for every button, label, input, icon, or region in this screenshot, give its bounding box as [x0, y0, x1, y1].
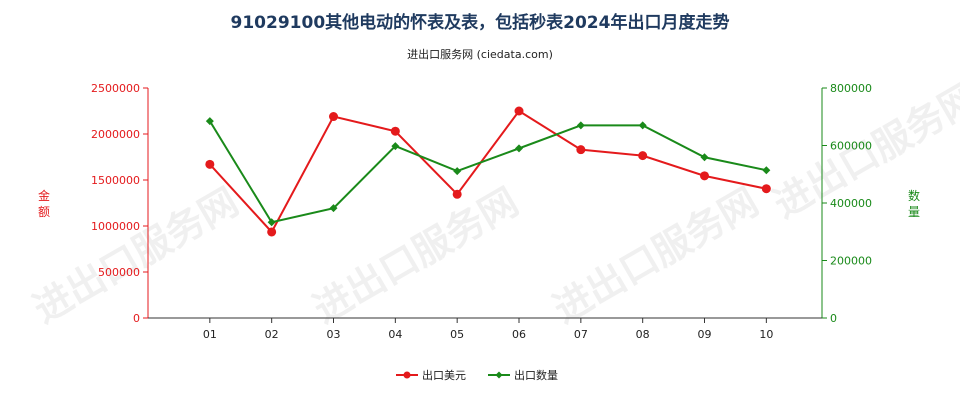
- x-axis-tick-label: 03: [327, 328, 341, 341]
- x-axis-tick-label: 02: [265, 328, 279, 341]
- series-point-right: [391, 142, 400, 151]
- x-axis-tick-label: 08: [636, 328, 650, 341]
- series-point-left: [514, 106, 524, 116]
- chart-title: 91029100其他电动的怀表及表，包括秒表2024年出口月度走势: [230, 13, 730, 33]
- x-axis-tick-label: 07: [574, 328, 588, 341]
- legend-label: 出口数量: [514, 368, 558, 382]
- chart-subtitle: 进出口服务网 (ciedata.com): [407, 48, 553, 61]
- series-point-right: [638, 121, 647, 130]
- axes: 05000001000000150000020000002500000金额020…: [38, 82, 920, 341]
- right-axis-tick-label: 200000: [830, 255, 872, 268]
- series-point-left: [267, 227, 277, 237]
- left-axis-label-char: 额: [38, 205, 50, 219]
- right-axis-tick-label: 600000: [830, 140, 872, 153]
- left-axis-tick-label: 2000000: [91, 128, 140, 141]
- series-point-right: [700, 153, 709, 162]
- series-point-left: [205, 159, 215, 169]
- series-point-right: [267, 218, 276, 227]
- left-axis-tick-label: 500000: [98, 266, 140, 279]
- legend: 出口美元 出口数量: [396, 368, 558, 382]
- series-layer: [205, 106, 771, 237]
- left-axis-tick-label: 2500000: [91, 82, 140, 95]
- legend-marker: [495, 371, 503, 379]
- series-point-left: [452, 189, 462, 199]
- right-axis-tick-label: 400000: [830, 197, 872, 210]
- x-axis-tick-label: 05: [450, 328, 464, 341]
- right-axis-tick-label: 0: [830, 312, 837, 325]
- x-axis-tick-label: 10: [759, 328, 773, 341]
- left-axis-tick-label: 1000000: [91, 220, 140, 233]
- left-axis-tick-label: 0: [133, 312, 140, 325]
- series-point-left: [638, 151, 648, 161]
- x-axis-tick-label: 04: [388, 328, 402, 341]
- series-point-left: [390, 126, 400, 136]
- series-line-left: [209, 109, 767, 234]
- series-point-left: [576, 145, 586, 155]
- series-point-right: [576, 121, 585, 130]
- series-point-right: [762, 166, 771, 175]
- series-point-left: [700, 171, 710, 181]
- series-point-right: [205, 117, 214, 126]
- legend-marker: [403, 371, 411, 379]
- left-axis-tick-label: 1500000: [91, 174, 140, 187]
- right-axis-label-char: 数: [908, 188, 920, 203]
- series-point-left: [761, 184, 771, 194]
- series-line-right: [208, 120, 767, 224]
- x-axis-tick-label: 09: [698, 328, 712, 341]
- legend-label: 出口美元: [422, 368, 466, 382]
- series-point-left: [329, 112, 339, 122]
- x-axis-tick-label: 01: [203, 328, 217, 341]
- series-point-right: [453, 167, 462, 176]
- right-axis-label-char: 量: [908, 205, 920, 219]
- series-point-right: [515, 144, 524, 153]
- left-axis-label-char: 金: [38, 188, 50, 203]
- x-axis-tick-label: 06: [512, 328, 526, 341]
- right-axis-tick-label: 800000: [830, 82, 872, 95]
- series-point-right: [329, 204, 338, 213]
